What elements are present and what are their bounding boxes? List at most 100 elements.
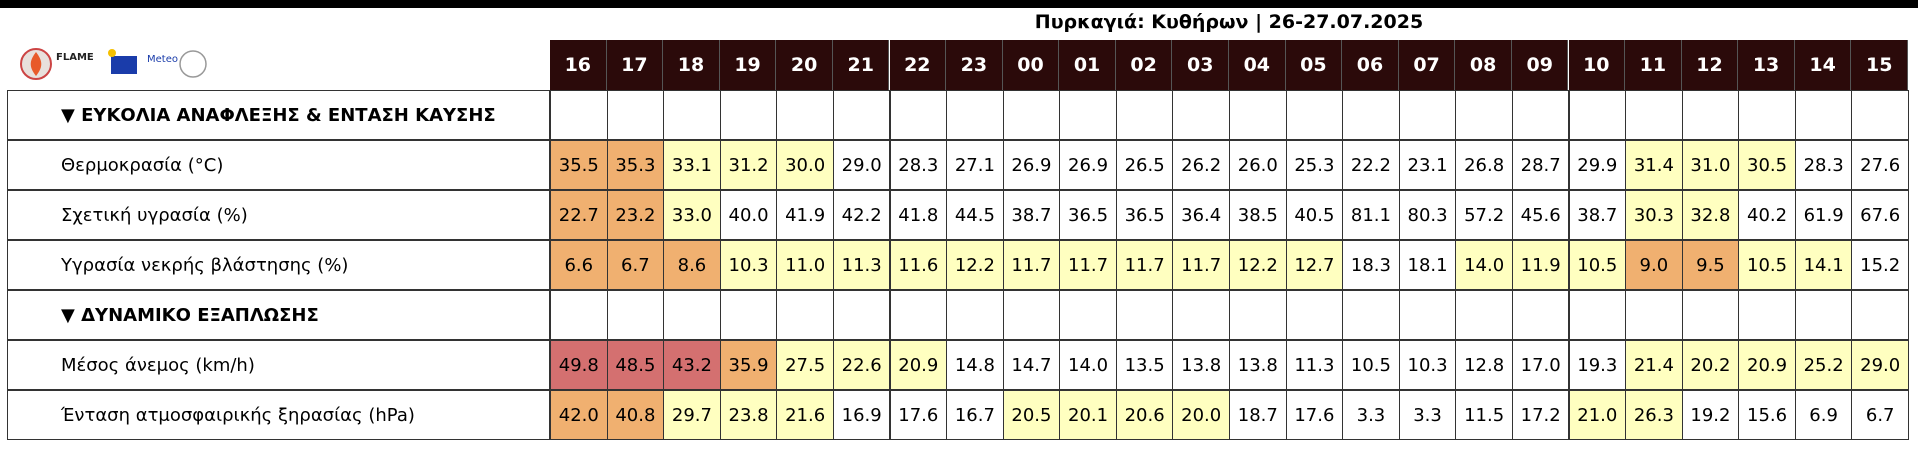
empty-cell [1738,90,1796,140]
value-cell: 26.5 [1115,140,1174,190]
value-cell: 3.3 [1398,390,1457,440]
empty-cell [1172,290,1230,340]
value-cell: 11.6 [889,240,948,290]
hour-header: 22 [889,40,947,90]
value-cell: 6.7 [1851,390,1909,440]
value-cell: 10.5 [1342,340,1400,390]
value-cell: 20.9 [889,340,948,390]
value-cell: 14.8 [946,340,1004,390]
hour-header: 03 [1172,40,1229,90]
meteo-sun [108,49,116,57]
value-cell: 36.4 [1172,190,1230,240]
value-cell: 11.3 [1285,340,1344,390]
row-label: Θερμοκρασία (°C) [7,140,550,190]
hour-header: 10 [1568,40,1626,90]
value-cell: 45.6 [1511,190,1570,240]
value-cell: 31.0 [1681,140,1740,190]
value-cell: 12.8 [1455,340,1513,390]
value-cell: 12.7 [1285,240,1344,290]
value-cell: 30.0 [776,140,834,190]
value-cell: 32.8 [1681,190,1740,240]
logo-flame: FLAME [56,52,94,63]
value-cell: 25.2 [1794,340,1853,390]
empty-cell [832,90,891,140]
empty-cell [1342,290,1400,340]
value-cell: 20.0 [1172,390,1230,440]
value-cell: 15.2 [1851,240,1909,290]
empty-cell [1851,290,1909,340]
value-cell: 10.5 [1738,240,1796,290]
empty-cell [1794,90,1853,140]
empty-cell [719,290,778,340]
section-title: ▼ ΕΥΚΟΛΙΑ ΑΝΑΦΛΕΞΗΣ & ΕΝΤΑΣΗ ΚΑΥΣΗΣ [7,90,550,140]
value-cell: 10.5 [1568,240,1627,290]
value-cell: 6.6 [550,240,608,290]
empty-cell [1115,90,1174,140]
value-cell: 31.2 [719,140,778,190]
value-cell: 13.5 [1115,340,1174,390]
empty-cell [606,290,665,340]
empty-cell [1455,90,1513,140]
logo-meteo: Meteo [147,54,178,65]
value-cell: 13.8 [1172,340,1230,390]
value-cell: 22.7 [550,190,608,240]
empty-cell [946,290,1004,340]
value-cell: 22.2 [1342,140,1400,190]
value-cell: 21.4 [1625,340,1683,390]
hour-header: 00 [1002,40,1060,90]
hour-header: 14 [1794,40,1852,90]
hour-header: 18 [663,40,720,90]
value-cell: 25.3 [1285,140,1344,190]
empty-cell [663,90,721,140]
empty-cell [1342,90,1400,140]
value-cell: 42.0 [550,390,608,440]
value-cell: 16.9 [832,390,891,440]
empty-cell [776,90,834,140]
value-cell: 10.3 [1398,340,1457,390]
value-cell: 20.6 [1115,390,1174,440]
value-cell: 11.7 [1172,240,1230,290]
empty-cell [1568,90,1627,140]
value-cell: 41.8 [889,190,948,240]
value-cell: 3.3 [1342,390,1400,440]
value-cell: 26.9 [1002,140,1061,190]
hour-header: 19 [719,40,777,90]
empty-cell [550,290,608,340]
value-cell: 11.7 [1002,240,1061,290]
hour-header: 13 [1738,40,1795,90]
hour-header: 20 [776,40,833,90]
value-cell: 29.0 [832,140,891,190]
value-cell: 80.3 [1398,190,1457,240]
value-cell: 26.0 [1229,140,1287,190]
value-cell: 40.2 [1738,190,1796,240]
value-cell: 28.7 [1511,140,1570,190]
hour-header: 16 [550,40,607,90]
value-cell: 28.3 [1794,140,1853,190]
row-label: Υγρασία νεκρής βλάστησης (%) [7,240,550,290]
meteo-icon [111,56,137,74]
value-cell: 36.5 [1059,190,1117,240]
value-cell: 11.5 [1455,390,1513,440]
hour-header: 21 [832,40,890,90]
value-cell: 35.3 [606,140,665,190]
hour-header: 02 [1115,40,1173,90]
top-bar [0,0,1918,8]
value-cell: 11.7 [1059,240,1117,290]
empty-cell [1681,90,1740,140]
value-cell: 16.7 [946,390,1004,440]
value-cell: 10.3 [719,240,778,290]
value-cell: 29.9 [1568,140,1627,190]
value-cell: 11.3 [832,240,891,290]
hour-header: 08 [1455,40,1512,90]
value-cell: 27.5 [776,340,834,390]
value-cell: 38.7 [1002,190,1061,240]
empty-cell [1511,290,1570,340]
value-cell: 20.9 [1738,340,1796,390]
empty-cell [1681,290,1740,340]
empty-cell [776,290,834,340]
value-cell: 22.6 [832,340,891,390]
value-cell: 26.2 [1172,140,1230,190]
empty-cell [889,90,948,140]
seal-icon [179,50,207,78]
